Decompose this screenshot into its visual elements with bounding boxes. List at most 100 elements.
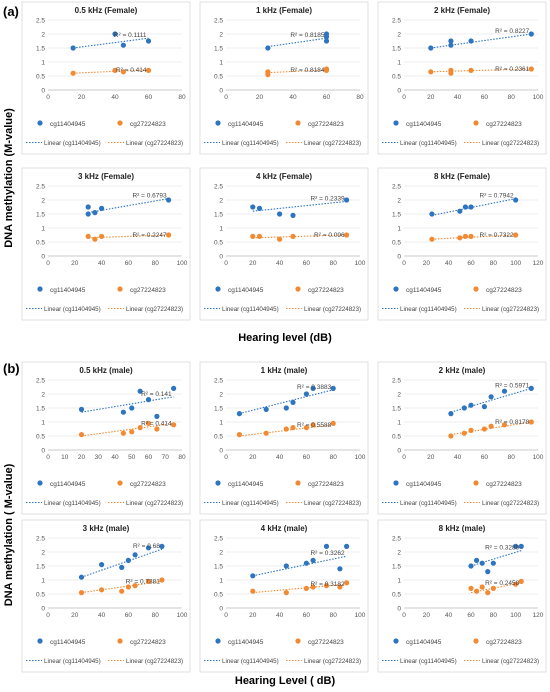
data-point — [85, 211, 91, 217]
chart-frame — [21, 519, 191, 673]
legend-label: Linear (cg27224823) — [304, 658, 361, 665]
r-squared-label: R² = 0.2339 — [310, 195, 345, 202]
data-point — [145, 67, 152, 73]
legend-marker — [117, 286, 123, 292]
r-squared-label: R² = 0.8185 — [290, 32, 325, 39]
y-tick-label: 0.5 — [214, 434, 223, 441]
x-tick-label: 0 — [402, 260, 406, 267]
y-tick-label: 0 — [397, 88, 401, 95]
legend-label: Linear (cg11404945) — [400, 658, 457, 665]
legend-marker — [117, 120, 123, 126]
data-point — [310, 584, 316, 590]
data-point — [479, 560, 485, 566]
trendline-0 — [430, 33, 532, 49]
y-tick-label: 1 — [41, 578, 45, 585]
chart-title: 4 kHz (male) — [261, 524, 308, 533]
chart-0: 0.5 kHz (Female) 0 0.5 1 1.5 2 2.5 0 20 40 60 80 R² … — [21, 1, 191, 155]
data-point — [119, 564, 125, 571]
y-tick-label: 2.5 — [214, 184, 223, 191]
y-tick-label: 1 — [219, 420, 223, 427]
y-tick-label: 0 — [41, 254, 45, 261]
data-point — [265, 45, 271, 51]
data-point — [303, 425, 309, 431]
legend-label: Linear (cg11404945) — [44, 306, 101, 313]
legend-label: cg11404945 — [406, 639, 442, 646]
trendline-0 — [431, 198, 516, 216]
x-tick-label: 40 — [445, 612, 453, 619]
r-squared-label: R² = 0.3883 — [297, 384, 332, 391]
legend-label: cg11404945 — [228, 639, 264, 646]
data-point — [154, 426, 160, 432]
legend-marker — [295, 638, 301, 644]
data-point — [283, 563, 289, 569]
data-point — [323, 66, 330, 72]
y-tick-label: 1.5 — [214, 406, 223, 413]
r-squared-label: R² = 0.8178 — [495, 419, 530, 426]
data-point — [250, 233, 256, 239]
y-tick-label: 2.5 — [36, 18, 45, 25]
data-point — [485, 590, 491, 596]
r-squared-label: R² = 0.7942 — [480, 193, 515, 200]
x-tick-label: 60 — [481, 94, 489, 101]
data-point — [448, 42, 454, 48]
data-point — [303, 560, 309, 566]
y-tick-label: 0 — [41, 448, 45, 455]
data-point — [461, 405, 467, 411]
x-tick-label: 100 — [355, 454, 366, 461]
legend-marker — [117, 638, 123, 644]
legend-label: cg27224823 — [130, 287, 166, 294]
y-tick-label: 0 — [219, 448, 223, 455]
y-tick-label: 2 — [41, 392, 45, 399]
data-point — [120, 69, 126, 75]
y-tick-label: 2 — [219, 550, 223, 557]
data-point — [125, 584, 131, 590]
y-tick-label: 1.5 — [36, 212, 45, 219]
x-tick-label: 80 — [508, 94, 516, 101]
y-tick-label: 1.5 — [392, 212, 401, 219]
data-point — [528, 31, 534, 37]
data-point — [303, 585, 309, 592]
x-tick-label: 80 — [178, 454, 186, 461]
chart-7: 1 kHz (male) 0 0.5 1 1.5 2 2.5 0 20 40 60 80 100 R² =… — [199, 361, 369, 515]
data-point — [263, 430, 269, 436]
chart-9: 3 kHz (male) 0 0.5 1 1.5 2 2.5 0 20 40 60 80 100 R² =… — [21, 519, 191, 673]
data-point — [145, 38, 152, 44]
y-tick-label: 1.5 — [214, 46, 223, 53]
x-tick-label: 80 — [356, 94, 364, 101]
legend-label: cg27224823 — [486, 481, 522, 488]
x-axis-label-female: Hearing level (dB) — [238, 332, 332, 344]
r-squared-label: R² = 0.3262 — [310, 550, 345, 557]
data-point — [323, 583, 330, 589]
x-tick-label: 100 — [177, 260, 188, 267]
y-tick-label: 2.5 — [36, 184, 45, 191]
data-point — [473, 588, 480, 594]
y-tick-label: 2.5 — [36, 378, 45, 385]
y-tick-label: 1 — [219, 60, 223, 67]
data-point — [473, 557, 480, 564]
chart-frame — [377, 1, 547, 155]
legend-label: cg27224823 — [486, 287, 522, 294]
x-tick-label: 60 — [323, 94, 331, 101]
legend-label: cg11404945 — [50, 121, 86, 128]
data-point — [112, 31, 118, 37]
legend-label: Linear (cg11404945) — [222, 500, 279, 507]
data-point — [518, 543, 524, 550]
y-tick-label: 2 — [397, 32, 401, 39]
trendline-1 — [431, 234, 516, 240]
data-point — [290, 212, 296, 218]
trendline-1 — [73, 69, 149, 74]
legend-label: cg27224823 — [486, 639, 522, 646]
x-tick-label: 60 — [145, 94, 153, 101]
chart-title: 1 kHz (Female) — [256, 6, 312, 15]
data-point — [479, 584, 485, 590]
x-tick-label: 10 — [61, 454, 69, 461]
y-tick-label: 2.5 — [392, 536, 401, 543]
r-squared-label: R² = 0.1111 — [114, 32, 147, 39]
x-tick-label: 40 — [98, 260, 106, 267]
data-point — [457, 208, 463, 214]
data-point — [490, 560, 496, 566]
x-tick-label: 60 — [481, 454, 489, 461]
y-tick-label: 0.5 — [214, 240, 223, 247]
legend-label: cg11404945 — [228, 287, 264, 294]
chart-3: 3 kHz (Female) 0 0.5 1 1.5 2 2.5 0 20 40 60 80 100 R²… — [21, 167, 191, 321]
